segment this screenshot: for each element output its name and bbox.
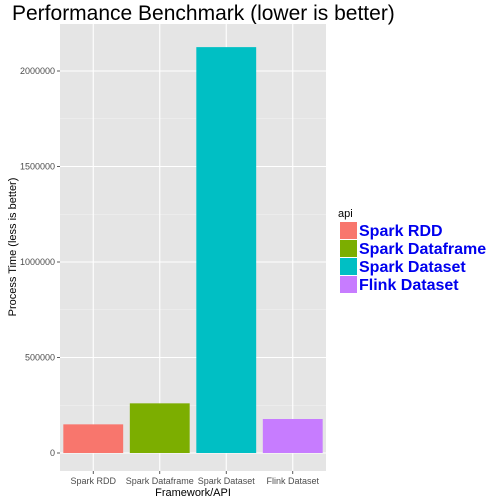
y-tick-label: 1000000 <box>20 257 55 267</box>
bar-spark-dataframe <box>129 403 190 453</box>
y-axis-title: Process Time (less is better) <box>7 178 19 317</box>
legend-key <box>340 258 357 275</box>
x-axis-title: Framework/API <box>155 487 231 499</box>
bar-spark-rdd <box>63 424 124 453</box>
legend-key <box>340 240 357 257</box>
legend-label: Spark Dataset <box>359 259 466 276</box>
x-tick-label: Spark Dataframe <box>126 476 194 486</box>
legend-label: Flink Dataset <box>359 277 459 294</box>
x-tick-label: Spark Dataset <box>198 476 256 486</box>
minor-gridlines <box>60 118 326 406</box>
chart-title: Performance Benchmark (lower is better) <box>12 2 395 25</box>
y-tick-label: 1500000 <box>20 162 55 172</box>
legend-label: Spark RDD <box>359 223 443 240</box>
legend-key <box>340 222 357 239</box>
y-tick-label: 0 <box>50 448 55 458</box>
y-tick-label: 500000 <box>25 353 55 363</box>
x-axis-ticks: Spark RDD Spark Dataframe Spark Dataset Fli… <box>70 471 320 486</box>
bars <box>63 47 323 453</box>
plot-panel <box>60 24 326 471</box>
y-tick-label: 2000000 <box>20 66 55 76</box>
bar-spark-dataset <box>196 47 257 453</box>
x-tick-label: Flink Dataset <box>266 476 319 486</box>
legend-title: api <box>338 208 353 220</box>
legend-key <box>340 276 357 293</box>
x-tick-label: Spark RDD <box>70 476 116 486</box>
bar-flink-dataset <box>262 419 323 453</box>
y-axis-ticks: 0 500000 1000000 1500000 2000000 <box>20 66 60 458</box>
legend-label: Spark Dataframe <box>359 241 486 258</box>
